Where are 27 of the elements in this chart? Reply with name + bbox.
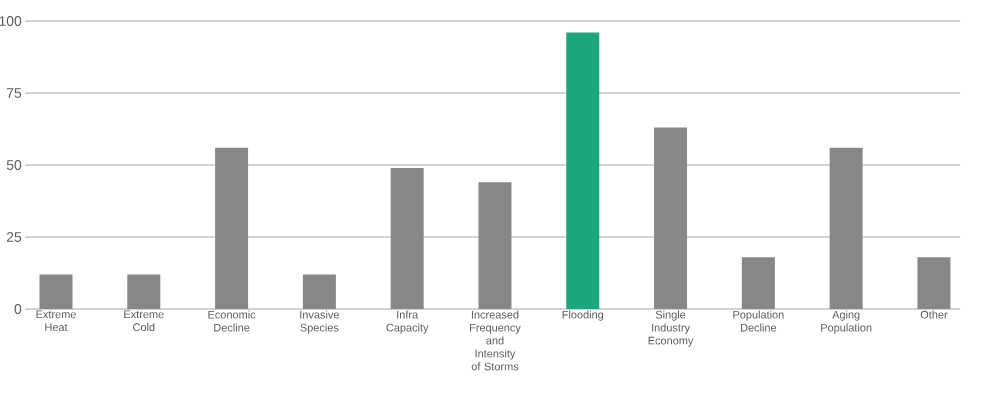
bar: [215, 147, 249, 309]
bar: [741, 257, 775, 309]
bar: [829, 147, 863, 309]
y-tick-label: 50: [6, 160, 22, 170]
x-tick-label: Economic Decline: [208, 310, 256, 332]
bar: [478, 182, 512, 309]
y-tick-label: 0: [14, 304, 22, 314]
bar: [917, 257, 951, 309]
bar: [302, 274, 336, 309]
x-tick-label: Extreme Heat: [36, 310, 76, 332]
bar: [127, 274, 161, 309]
bar: [654, 127, 688, 309]
y-tick-label: 75: [6, 88, 22, 98]
x-tick-label: Other: [920, 310, 948, 319]
x-tick-label: Aging Population: [821, 310, 872, 334]
bar: [566, 32, 600, 309]
y-tick-label: 25: [6, 232, 22, 242]
x-tick-label: Increased Frequency and Intensity of Storms: [470, 310, 521, 371]
x-tick-label: Extreme Cold: [124, 310, 164, 332]
x-tick-label: Population Decline: [733, 310, 784, 332]
x-tick-label: Infra Capacity: [386, 310, 429, 334]
bar: [39, 274, 73, 309]
x-tick-label: Invasive Species: [300, 310, 339, 334]
x-tick-label: Single Industry Economy: [648, 310, 694, 347]
bar: [390, 167, 424, 309]
y-tick-label: 100: [0, 16, 22, 26]
x-tick-label: Flooding: [562, 310, 604, 321]
